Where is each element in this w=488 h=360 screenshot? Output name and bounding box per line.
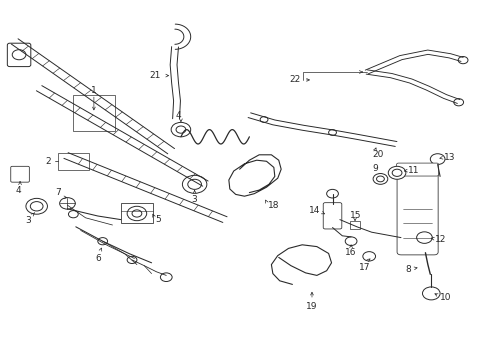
Text: 22: 22	[288, 76, 300, 85]
Circle shape	[387, 166, 405, 179]
Circle shape	[260, 117, 267, 122]
Circle shape	[60, 198, 75, 209]
Circle shape	[160, 273, 172, 282]
FancyBboxPatch shape	[11, 166, 29, 182]
FancyBboxPatch shape	[323, 203, 341, 229]
FancyBboxPatch shape	[396, 163, 438, 176]
FancyBboxPatch shape	[396, 172, 437, 255]
Circle shape	[171, 122, 190, 137]
FancyBboxPatch shape	[7, 43, 31, 67]
Circle shape	[127, 256, 137, 264]
Text: 15: 15	[349, 211, 361, 220]
Text: 17: 17	[358, 263, 369, 272]
Bar	[73, 95, 115, 131]
Circle shape	[132, 210, 142, 217]
Circle shape	[345, 237, 356, 246]
Circle shape	[453, 99, 463, 106]
Text: 18: 18	[267, 202, 279, 210]
Text: 19: 19	[305, 302, 317, 311]
Bar	[349, 221, 360, 229]
Circle shape	[30, 202, 43, 211]
Text: 21: 21	[149, 71, 160, 80]
Circle shape	[182, 175, 206, 193]
Circle shape	[176, 126, 185, 133]
Text: 12: 12	[434, 235, 446, 244]
Bar	[58, 153, 89, 170]
Circle shape	[372, 174, 387, 184]
Text: 11: 11	[407, 166, 419, 175]
Text: 4: 4	[175, 111, 181, 120]
Circle shape	[362, 252, 375, 261]
Text: 14: 14	[308, 206, 320, 215]
Circle shape	[187, 179, 201, 189]
Circle shape	[457, 57, 467, 64]
Text: 20: 20	[372, 150, 383, 159]
Text: 8: 8	[404, 265, 410, 274]
Circle shape	[98, 238, 107, 245]
Text: 4: 4	[16, 186, 21, 195]
Text: 10: 10	[439, 292, 451, 302]
Text: 7: 7	[55, 188, 61, 197]
Text: 13: 13	[443, 153, 455, 162]
Circle shape	[376, 176, 384, 182]
Bar	[121, 203, 152, 223]
Text: 5: 5	[155, 215, 161, 224]
Circle shape	[429, 154, 444, 165]
Text: 6: 6	[95, 254, 101, 263]
Circle shape	[391, 169, 401, 176]
Circle shape	[26, 198, 47, 214]
Text: 2: 2	[45, 157, 51, 166]
Text: 16: 16	[345, 248, 356, 257]
Circle shape	[326, 189, 338, 198]
Circle shape	[416, 232, 431, 243]
Circle shape	[328, 130, 336, 135]
Text: 3: 3	[191, 195, 197, 204]
Circle shape	[68, 211, 78, 218]
Text: 1: 1	[91, 86, 97, 95]
Text: 9: 9	[372, 164, 378, 173]
Circle shape	[127, 206, 146, 221]
Circle shape	[422, 287, 439, 300]
Circle shape	[12, 50, 26, 60]
Text: 3: 3	[25, 216, 31, 225]
